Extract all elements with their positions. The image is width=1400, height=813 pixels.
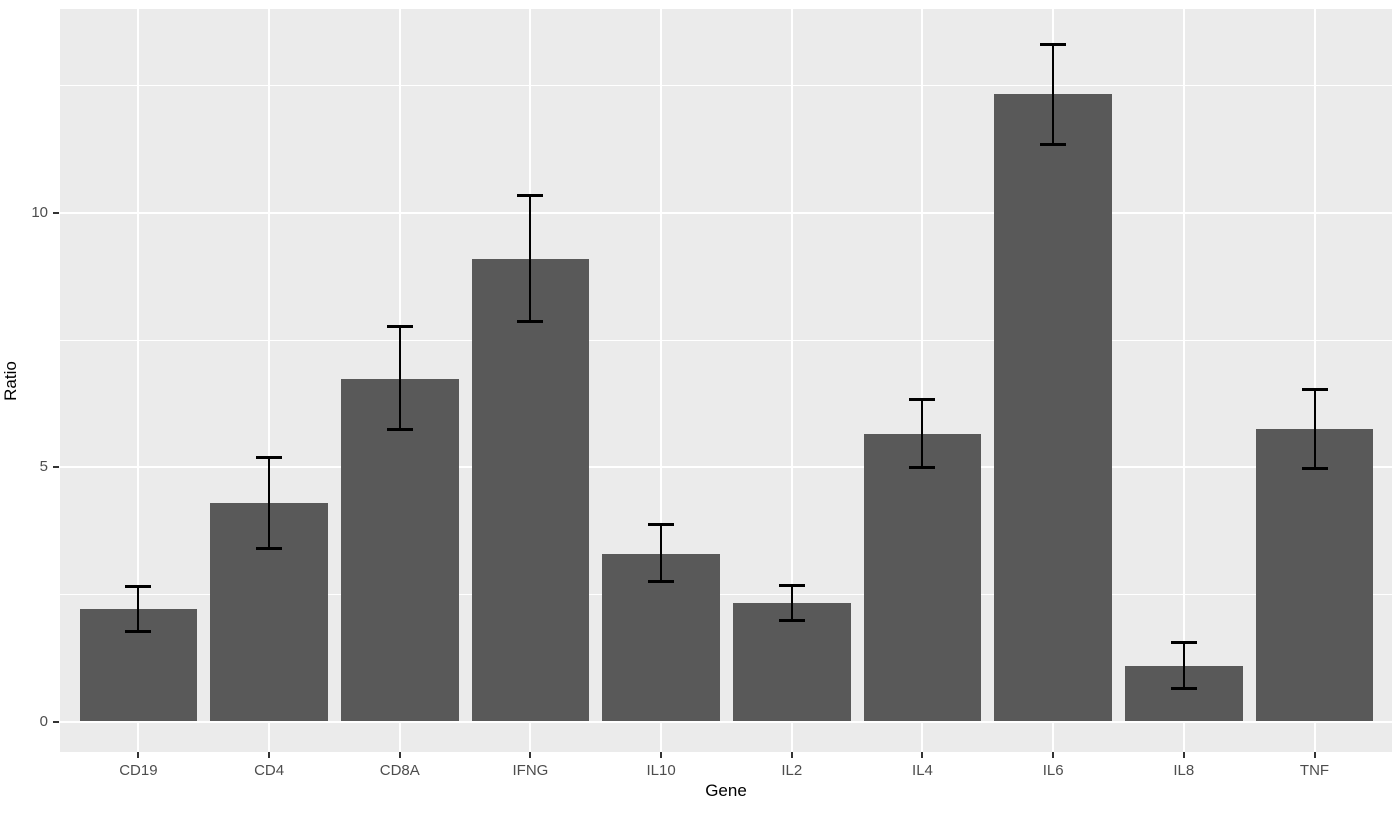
errorbar-line (268, 457, 271, 549)
x-tick-mark (790, 752, 793, 758)
x-tick-label: CD19 (119, 762, 158, 779)
x-tick-label: CD4 (254, 762, 285, 779)
bar-il6 (994, 94, 1112, 722)
errorbar-cap-bottom (1040, 142, 1067, 146)
errorbar-line (1182, 642, 1185, 689)
bar-il2 (733, 602, 851, 722)
gridline-vertical (660, 9, 663, 752)
gridline-vertical (268, 9, 271, 752)
errorbar-cap-top (1040, 42, 1067, 46)
errorbar-cap-bottom (517, 319, 544, 323)
errorbar-cap-top (386, 325, 413, 329)
errorbar-cap-top (648, 523, 675, 527)
errorbar-line (790, 585, 793, 621)
gridline-major (60, 211, 1392, 214)
bar-il4 (863, 433, 982, 722)
gridline-vertical (1182, 9, 1185, 752)
errorbar-cap-bottom (1301, 467, 1328, 471)
x-tick-label: TNF (1299, 762, 1330, 779)
errorbar-cap-top (909, 397, 936, 401)
errorbar-cap-bottom (256, 546, 283, 550)
errorbar-cap-top (256, 456, 283, 460)
bar-ifng (471, 258, 590, 722)
errorbar-cap-top (1301, 387, 1328, 391)
errorbar-cap-bottom (648, 580, 675, 584)
y-tick-mark (53, 466, 59, 469)
gridline-vertical (790, 9, 793, 752)
x-tick-mark (398, 752, 401, 758)
x-tick-label: IFNG (512, 762, 549, 779)
y-tick-label: 10 (31, 203, 48, 221)
x-tick-mark (1313, 752, 1316, 758)
errorbar-cap-bottom (125, 629, 152, 633)
x-tick-label: IL4 (912, 762, 933, 779)
x-tick-label: CD8A (379, 762, 420, 779)
errorbar-cap-top (778, 583, 805, 587)
x-tick-label: IL8 (1173, 762, 1195, 779)
x-tick-mark (529, 752, 532, 758)
x-tick-mark (268, 752, 271, 758)
x-tick-mark (921, 752, 924, 758)
x-tick-label: IL10 (646, 762, 676, 779)
errorbar-line (529, 195, 532, 322)
y-tick-mark (53, 211, 59, 214)
errorbar-cap-top (1170, 640, 1197, 644)
errorbar-line (1313, 389, 1316, 469)
errorbar-cap-top (125, 585, 152, 589)
errorbar-line (1052, 44, 1055, 145)
x-tick-mark (137, 752, 140, 758)
x-tick-mark (1182, 752, 1185, 758)
bar-tnf (1255, 429, 1374, 722)
x-tick-mark (660, 752, 663, 758)
errorbar-line (660, 524, 663, 582)
errorbar-cap-bottom (386, 428, 413, 432)
errorbar-line (921, 399, 924, 468)
plot-panel (60, 9, 1392, 752)
y-tick-label: 0 (39, 712, 48, 730)
gridline-vertical (137, 9, 140, 752)
errorbar-cap-bottom (778, 618, 805, 622)
errorbar-line (137, 586, 140, 632)
y-axis-title: Ratio (1, 361, 20, 401)
x-tick-label: IL2 (781, 762, 803, 779)
errorbar-cap-bottom (909, 466, 936, 470)
gridline-minor (60, 339, 1392, 341)
gridline-minor (60, 85, 1392, 87)
y-tick-label: 5 (39, 458, 48, 476)
x-tick-label: IL6 (1042, 762, 1064, 779)
gridline-minor (60, 593, 1392, 595)
gridline-vertical (921, 9, 924, 752)
errorbar-line (398, 326, 401, 430)
x-tick-mark (1052, 752, 1055, 758)
gridline-major (60, 720, 1392, 723)
gridline-vertical (1313, 9, 1316, 752)
bar-cd8a (340, 378, 459, 722)
y-tick-mark (53, 720, 59, 723)
x-axis-title: Gene (705, 781, 747, 800)
errorbar-cap-top (517, 194, 544, 198)
errorbar-cap-bottom (1170, 686, 1197, 690)
gridline-major (60, 466, 1392, 469)
